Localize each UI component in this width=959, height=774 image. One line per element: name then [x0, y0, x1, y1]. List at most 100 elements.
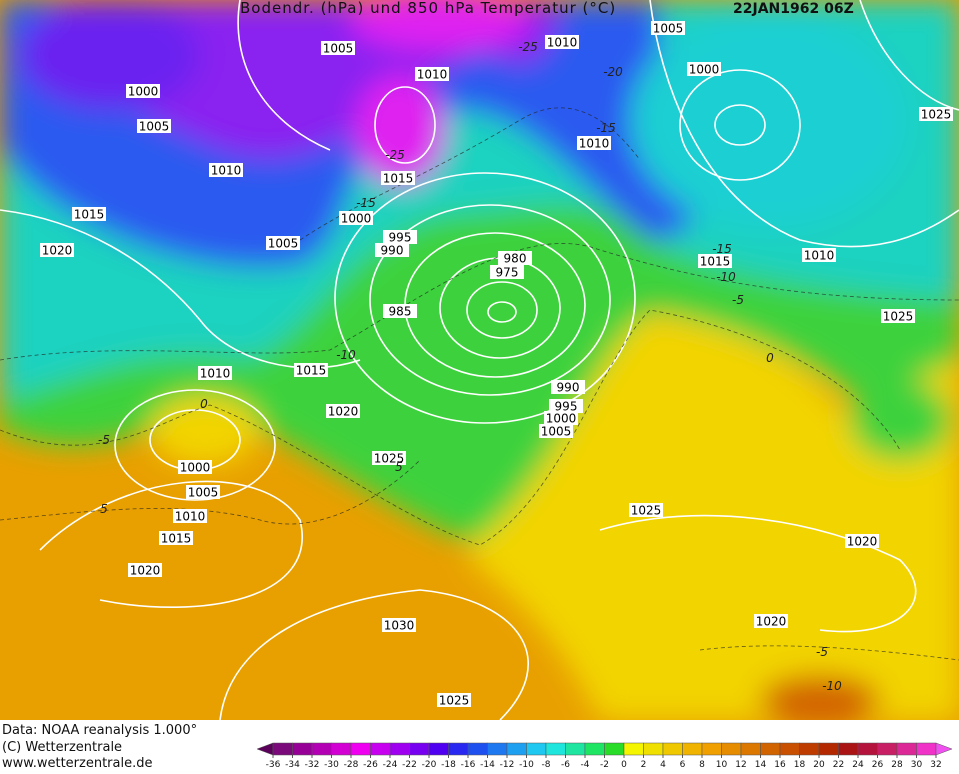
colorbar-box — [428, 742, 449, 756]
colorbar-tick-label: -16 — [461, 760, 476, 770]
colorbar-tick-label: 18 — [794, 760, 806, 770]
isobar-label: 1020 — [328, 405, 359, 419]
temperature-label: -5 — [816, 645, 828, 659]
colorbar-box — [643, 742, 664, 756]
temperature-label: -15 — [596, 121, 616, 135]
isobar-label-bg — [490, 265, 524, 279]
colorbar-box — [272, 742, 293, 756]
colorbar-tick-label: 28 — [891, 760, 903, 770]
map-title: Bodendr. (hPa) und 850 hPa Temperatur (°… — [240, 0, 616, 17]
isobar-label-bg — [372, 451, 406, 465]
colorbar-arrow — [935, 742, 953, 756]
isobar-label: 1015 — [74, 208, 105, 222]
colorbar-tick-label: 2 — [641, 760, 647, 770]
isobar-label-bg — [577, 136, 611, 150]
colorbar-tick-label: -28 — [344, 760, 359, 770]
colorbar-box — [565, 742, 586, 756]
isobar-label: 975 — [496, 266, 519, 280]
footer-line: (C) Wetterzentrale — [2, 740, 122, 755]
colorbar-tick-label: 22 — [833, 760, 844, 770]
isobar-label: 1020 — [847, 535, 878, 549]
colorbar-tick-label: -30 — [324, 760, 339, 770]
isobar-label-bg — [845, 534, 879, 548]
isobar-label-bg — [415, 67, 449, 81]
isobar-label-bg — [651, 21, 685, 35]
isobar-label: 1010 — [547, 36, 578, 50]
isobar-label: 1000 — [180, 461, 211, 475]
colorbar-box — [487, 742, 508, 756]
colorbar: -36 -34 -32 -30 -28 -26 -24 -22 -20 -18 -16 -14 -12-… — [256, 742, 953, 770]
colorbar-tick-label: -20 — [422, 760, 437, 770]
isobar-label: 1015 — [296, 364, 327, 378]
isobar-label: 1015 — [383, 172, 414, 186]
colorbar-box — [838, 742, 859, 756]
isobar-label-bg — [375, 243, 409, 257]
isobar-label: 980 — [504, 252, 527, 266]
colorbar-tick-label: -36 — [266, 760, 281, 770]
isobar-label-bg — [919, 107, 953, 121]
isobar-label-bg — [549, 399, 583, 413]
isobar-label-bg — [383, 230, 417, 244]
isobar-label: 990 — [381, 244, 404, 258]
colorbar-tick-label: -14 — [480, 760, 495, 770]
isobar-label: 995 — [555, 400, 578, 414]
isobar-label-bg — [629, 503, 663, 517]
temperature-label: -15 — [356, 196, 376, 210]
temperature-label: -20 — [603, 65, 623, 79]
isobar-label: 1010 — [175, 510, 206, 524]
colorbar-tick-label: 12 — [735, 760, 746, 770]
colorbar-tick-label: -26 — [363, 760, 378, 770]
colorbar-tick-label: -2 — [600, 760, 609, 770]
isobar-label: 1000 — [341, 212, 372, 226]
temperature-lines — [0, 107, 959, 661]
isobar-label: 1015 — [700, 255, 731, 269]
isobar-label-bg — [126, 84, 160, 98]
colorbar-box — [292, 742, 313, 756]
colorbar-box — [370, 742, 391, 756]
colorbar-box — [350, 742, 371, 756]
colorbar-box — [916, 742, 937, 756]
colorbar-tick-label: -34 — [285, 760, 300, 770]
isobar-label-bg — [198, 366, 232, 380]
colorbar-tick-label: 16 — [774, 760, 786, 770]
colorbar-box — [604, 742, 625, 756]
colorbar-box — [857, 742, 878, 756]
footer-line: www.wetterzentrale.de — [2, 756, 152, 770]
isobar-label: 990 — [557, 381, 580, 395]
isobar-label: 1025 — [439, 694, 470, 708]
footer-line: Data: NOAA reanalysis 1.000° — [2, 723, 197, 738]
isobar-label-bg — [881, 309, 915, 323]
isobar-label: 1025 — [883, 310, 914, 324]
isobars — [0, 0, 959, 720]
isobar-label: 985 — [389, 305, 412, 319]
colorbar-tick-label: 0 — [621, 760, 627, 770]
colorbar-tick-label: 20 — [813, 760, 825, 770]
colorbar-tick-label: 24 — [852, 760, 864, 770]
isobar-label: 1005 — [541, 425, 572, 439]
colorbar-tick-label: -8 — [542, 760, 551, 770]
colorbar-box — [409, 742, 430, 756]
isobar-label-bg — [545, 35, 579, 49]
colorbar-box — [623, 742, 644, 756]
colorbar-tick-label: -4 — [581, 760, 590, 770]
isobar-label-bg — [178, 460, 212, 474]
colorbar-box — [662, 742, 683, 756]
colorbar-tick-label: 10 — [716, 760, 728, 770]
isobar-label: 995 — [389, 231, 412, 245]
isobar-label: 1005 — [268, 237, 299, 251]
isobar-label: 1005 — [323, 42, 354, 56]
colorbar-box — [760, 742, 781, 756]
colorbar-tick-label: 32 — [930, 760, 941, 770]
temperature-label: -5 — [732, 293, 744, 307]
isobar-label: 1030 — [384, 619, 415, 633]
isobar-label-bg — [137, 119, 171, 133]
isobar-label-bg — [209, 163, 243, 177]
isobar-label: 1010 — [211, 164, 242, 178]
isobar-label-bg — [551, 380, 585, 394]
temperature-label: 0 — [200, 397, 208, 411]
colorbar-box — [682, 742, 703, 756]
colorbar-tick-label: 8 — [699, 760, 705, 770]
isobar-label-bg — [382, 618, 416, 632]
isobar-label: 1000 — [546, 412, 577, 426]
